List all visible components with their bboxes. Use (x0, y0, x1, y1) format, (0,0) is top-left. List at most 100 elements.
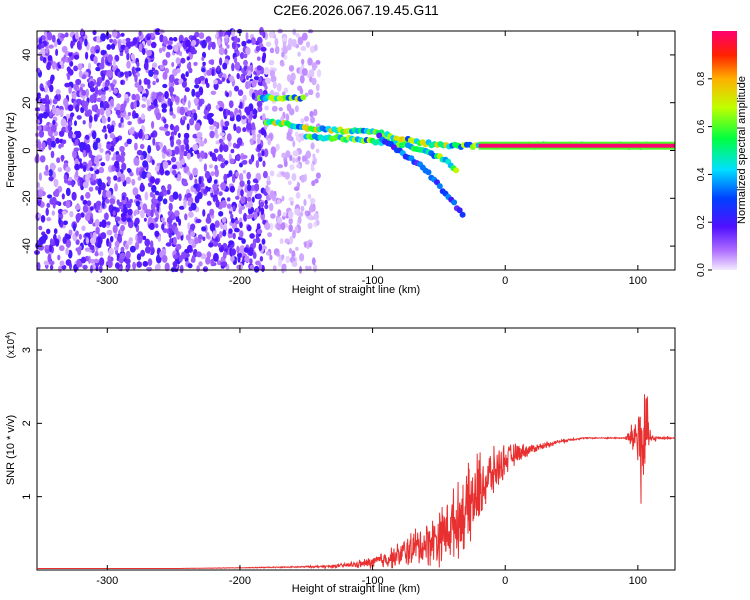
snr-multiplier-base: (x10 (6, 338, 17, 358)
noise-cell (218, 47, 225, 56)
noise-cell (240, 195, 246, 204)
noise-cell (187, 244, 193, 252)
noise-cell (45, 126, 49, 132)
noise-cell (58, 265, 62, 273)
noise-cell (65, 187, 71, 197)
noise-cell (100, 182, 106, 191)
noise-cell (186, 56, 190, 61)
noise-cell (78, 233, 82, 240)
noise-cell (65, 247, 70, 256)
noise-cell (190, 257, 196, 263)
noise-cell (105, 153, 110, 162)
noise-cell (237, 89, 244, 96)
noise-cell (209, 222, 216, 232)
noise-cell (100, 33, 106, 42)
noise-cell (135, 167, 140, 176)
noise-cell (250, 138, 254, 145)
noise-cell (291, 38, 297, 48)
noise-cell (49, 238, 54, 246)
noise-cell (199, 140, 205, 147)
noise-cell (159, 126, 165, 131)
noise-cell (58, 144, 62, 149)
noise-cell (94, 218, 100, 227)
noise-cell (296, 163, 301, 169)
noise-cell (51, 61, 57, 70)
noise-cell (151, 184, 157, 193)
noise-cell (228, 240, 235, 245)
noise-cell (112, 59, 116, 67)
noise-cell (100, 162, 106, 167)
noise-cell (238, 173, 244, 182)
spectrogram-cells (34, 26, 676, 274)
noise-cell (74, 163, 80, 171)
noise-cell (250, 37, 256, 46)
noise-cell (234, 61, 241, 71)
noise-cell (252, 252, 257, 259)
noise-cell (177, 132, 181, 138)
noise-cell (80, 28, 84, 36)
noise-cell (212, 121, 218, 127)
noise-cell (154, 190, 160, 196)
noise-cell (299, 88, 304, 95)
noise-cell (294, 105, 299, 113)
noise-cell (272, 81, 277, 89)
noise-cell (261, 55, 266, 64)
noise-cell (150, 41, 157, 49)
noise-cell (155, 223, 159, 229)
noise-cell (262, 160, 266, 168)
noise-cell (101, 128, 107, 133)
noise-cell (146, 266, 153, 272)
noise-cell (101, 199, 105, 209)
noise-cell (85, 51, 89, 60)
noise-cell (151, 120, 155, 129)
noise-cell (193, 112, 198, 121)
noise-cell (183, 95, 187, 103)
noise-cell (269, 47, 275, 54)
noise-cell (194, 178, 198, 185)
noise-cell (89, 94, 95, 104)
noise-cell (162, 59, 168, 66)
noise-cell (201, 56, 205, 61)
noise-cell (241, 160, 248, 165)
noise-cell (96, 242, 102, 249)
noise-cell (256, 133, 262, 139)
noise-cell (67, 130, 74, 139)
noise-cell (153, 98, 158, 107)
noise-cell (68, 86, 72, 94)
noise-cell (106, 44, 112, 50)
noise-cell (95, 185, 99, 191)
noise-cell (276, 252, 280, 257)
noise-cell (200, 253, 207, 260)
noise-cell (176, 139, 182, 146)
noise-cell (210, 59, 215, 66)
noise-cell (150, 132, 155, 138)
noise-cell (274, 37, 279, 47)
noise-cell (234, 227, 240, 233)
noise-cell (59, 109, 64, 118)
noise-cell (126, 52, 130, 61)
noise-cell (82, 204, 89, 213)
noise-cell (143, 217, 147, 222)
noise-cell (167, 183, 172, 191)
noise-cell (120, 116, 124, 125)
noise-cell (44, 245, 50, 249)
noise-cell (231, 41, 236, 50)
noise-cell (190, 223, 196, 231)
noise-cell (241, 154, 248, 159)
noise-cell (155, 78, 159, 83)
noise-cell (286, 131, 292, 138)
noise-cell (115, 154, 122, 163)
snr-frame (36, 327, 676, 571)
noise-cell (116, 103, 121, 111)
noise-cell (249, 258, 253, 265)
noise-cell (129, 198, 133, 204)
noise-cell (170, 139, 175, 148)
track-cell (376, 132, 383, 139)
noise-cell (38, 189, 44, 198)
noise-cell (297, 36, 304, 45)
noise-cell (84, 38, 88, 47)
x-tick-label: 100 (629, 275, 647, 287)
noise-cell (107, 54, 113, 63)
noise-cell (157, 235, 162, 243)
